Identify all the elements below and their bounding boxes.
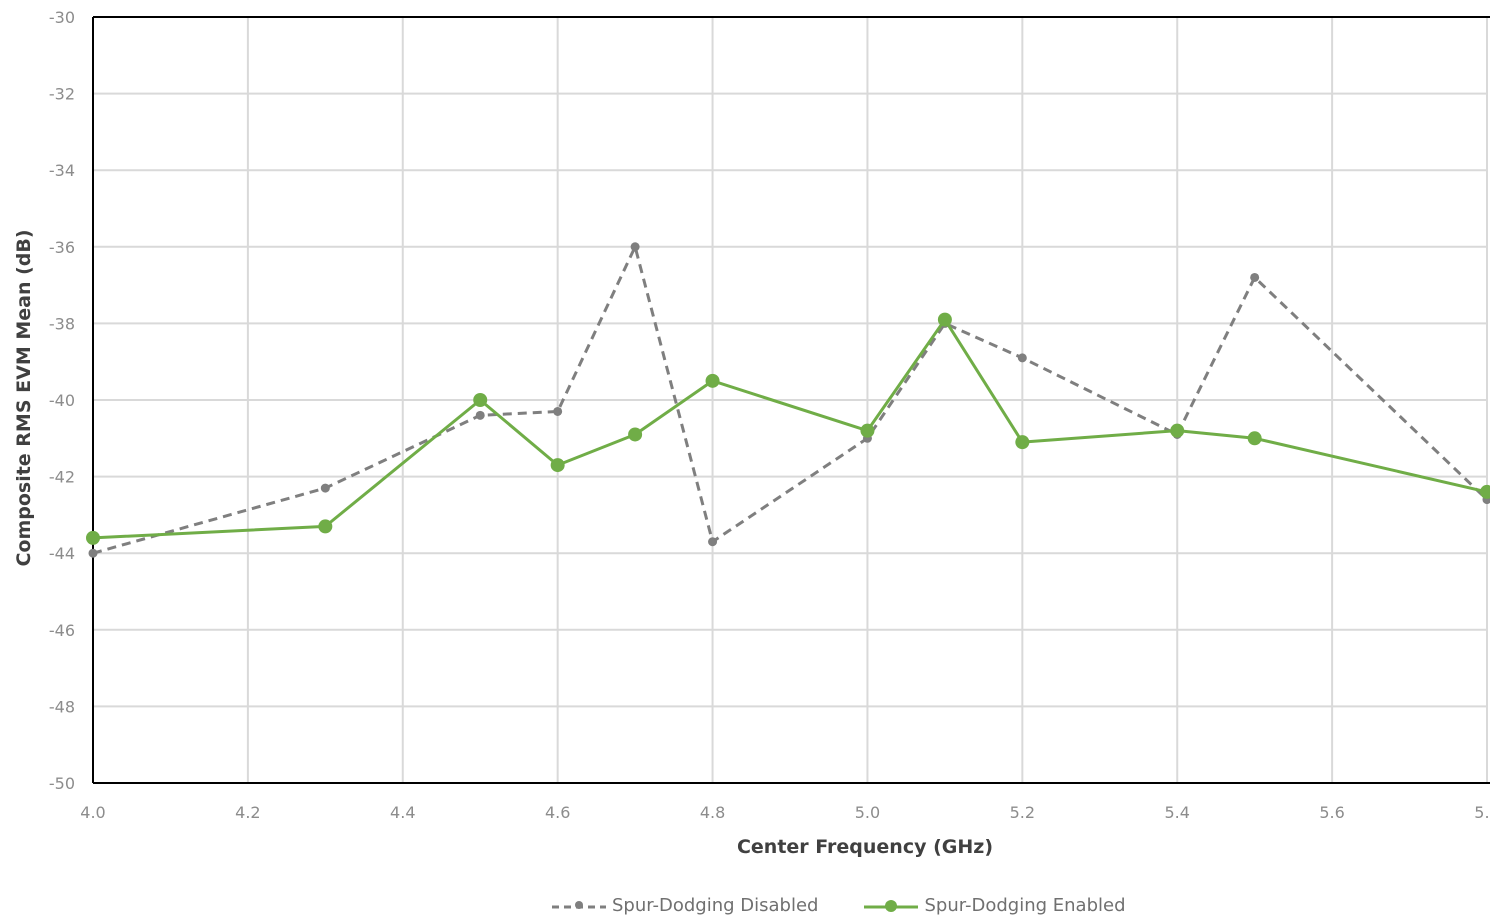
y-tick-label: -34 [49, 161, 75, 180]
data-point [1017, 353, 1027, 363]
x-tick-label: 5.6 [1319, 803, 1344, 822]
x-axis-title: Center Frequency (GHz) [737, 836, 993, 858]
series-line [92, 245, 1489, 555]
legend-swatch-dashed [552, 900, 606, 909]
legend-label-disabled: Spur-Dodging Disabled [612, 895, 819, 916]
data-point [550, 458, 565, 473]
data-point [708, 537, 718, 547]
y-tick-label: -38 [49, 314, 75, 333]
y-tick-label: -42 [49, 468, 75, 487]
series-enabled [86, 312, 1490, 545]
data-point [1247, 431, 1262, 446]
data-point [1250, 272, 1260, 282]
data-point [553, 406, 563, 416]
x-tick-label: 4.8 [700, 803, 725, 822]
y-tick-label: -46 [49, 621, 75, 640]
data-point [860, 423, 875, 438]
data-point [1170, 423, 1185, 438]
data-point [628, 427, 643, 442]
x-tick-label: 5.4 [1164, 803, 1189, 822]
legend-swatch-solid [864, 899, 919, 912]
y-tick-label: -50 [49, 774, 75, 793]
y-axis-title: Composite RMS EVM Mean (dB) [13, 229, 35, 566]
data-point [86, 530, 100, 545]
x-tick-label: 5.2 [1010, 803, 1035, 822]
series-layer [86, 242, 1490, 558]
y-tick-label: -30 [49, 8, 75, 27]
x-tick-label: 5.0 [855, 803, 880, 822]
x-tick-label: 4.2 [235, 803, 260, 822]
data-point [88, 548, 98, 558]
legend-item-disabled: Spur-Dodging Disabled [550, 895, 818, 916]
y-tick-label: -48 [49, 697, 75, 716]
data-point [475, 410, 485, 420]
data-point [937, 312, 952, 327]
tick-labels: -30 -32 -34 -36 -38 -40 -42 -44 -46 -48 -50 4.0 4.2 4… [49, 8, 1490, 822]
x-tick-label: 4.0 [80, 803, 105, 822]
data-point [318, 519, 333, 534]
data-point [630, 242, 640, 252]
y-tick-label: -32 [49, 85, 75, 104]
data-point [1015, 435, 1030, 450]
legend: Spur-Dodging Disabled Spur-Dodging Enabl… [550, 895, 1170, 916]
y-tick-label: -44 [49, 544, 75, 563]
data-point [473, 393, 488, 407]
data-point [705, 373, 720, 388]
series-line [92, 318, 1488, 540]
y-tick-label: -40 [49, 391, 75, 410]
x-tick-label: 4.4 [390, 803, 415, 822]
line-chart: -30 -32 -34 -36 -38 -40 -42 -44 -46 -48 -50 4.0 4.2 4… [13, 8, 1490, 858]
x-tick-label: 4.6 [545, 803, 570, 822]
data-point [320, 483, 330, 493]
y-tick-label: -36 [49, 238, 75, 257]
grid [93, 16, 1488, 783]
data-point [1480, 484, 1490, 499]
legend-label-enabled: Spur-Dodging Enabled [924, 895, 1126, 916]
x-tick-label: 5.8 [1474, 803, 1490, 822]
axes [92, 16, 1490, 784]
legend-item-enabled: Spur-Dodging Enabled [862, 895, 1126, 916]
